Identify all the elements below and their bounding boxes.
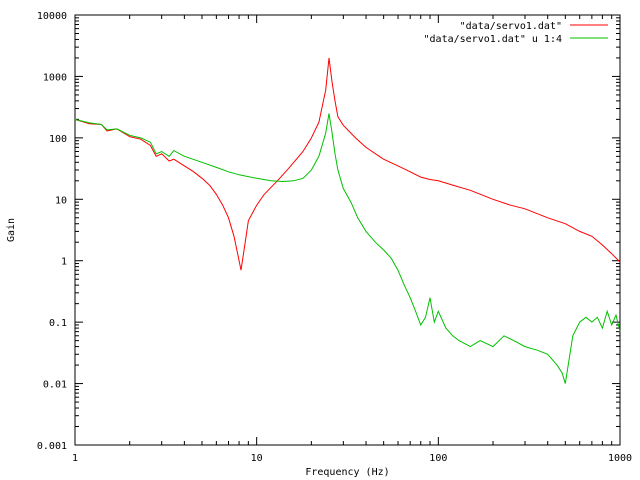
series-layer bbox=[74, 57, 621, 384]
legend: "data/servo1.dat" "data/servo1.dat" u 1:4 bbox=[424, 21, 608, 45]
legend-label-1: "data/servo1.dat" bbox=[460, 21, 562, 32]
plot-area bbox=[74, 14, 621, 446]
y-tick-label: 10000 bbox=[37, 11, 67, 22]
y-tick-label: 1000 bbox=[43, 72, 67, 83]
y-axis-label: Gain bbox=[6, 218, 17, 242]
x-axis-label: Frequency (Hz) bbox=[305, 467, 389, 478]
x-tick-label: 1000 bbox=[608, 453, 632, 464]
legend-label-2: "data/servo1.dat" u 1:4 bbox=[424, 34, 562, 45]
x-tick-label: 100 bbox=[429, 453, 447, 464]
y-tick-label: 0.1 bbox=[49, 318, 67, 329]
series-line-2 bbox=[74, 113, 621, 384]
y-tick-label: 1 bbox=[61, 257, 67, 268]
x-tick-label: 10 bbox=[251, 453, 263, 464]
series-line-1 bbox=[74, 57, 621, 271]
y-tick-label: 100 bbox=[49, 134, 67, 145]
y-tick-label: 0.01 bbox=[43, 380, 67, 391]
y-tick-label: 0.001 bbox=[37, 441, 67, 452]
axis-ticks: 1 10 100 1000 0.001 0.01 0.1 1 10 100 1000 10000 bbox=[37, 11, 632, 464]
x-tick-label: 1 bbox=[72, 453, 78, 464]
y-tick-label: 10 bbox=[55, 195, 67, 206]
